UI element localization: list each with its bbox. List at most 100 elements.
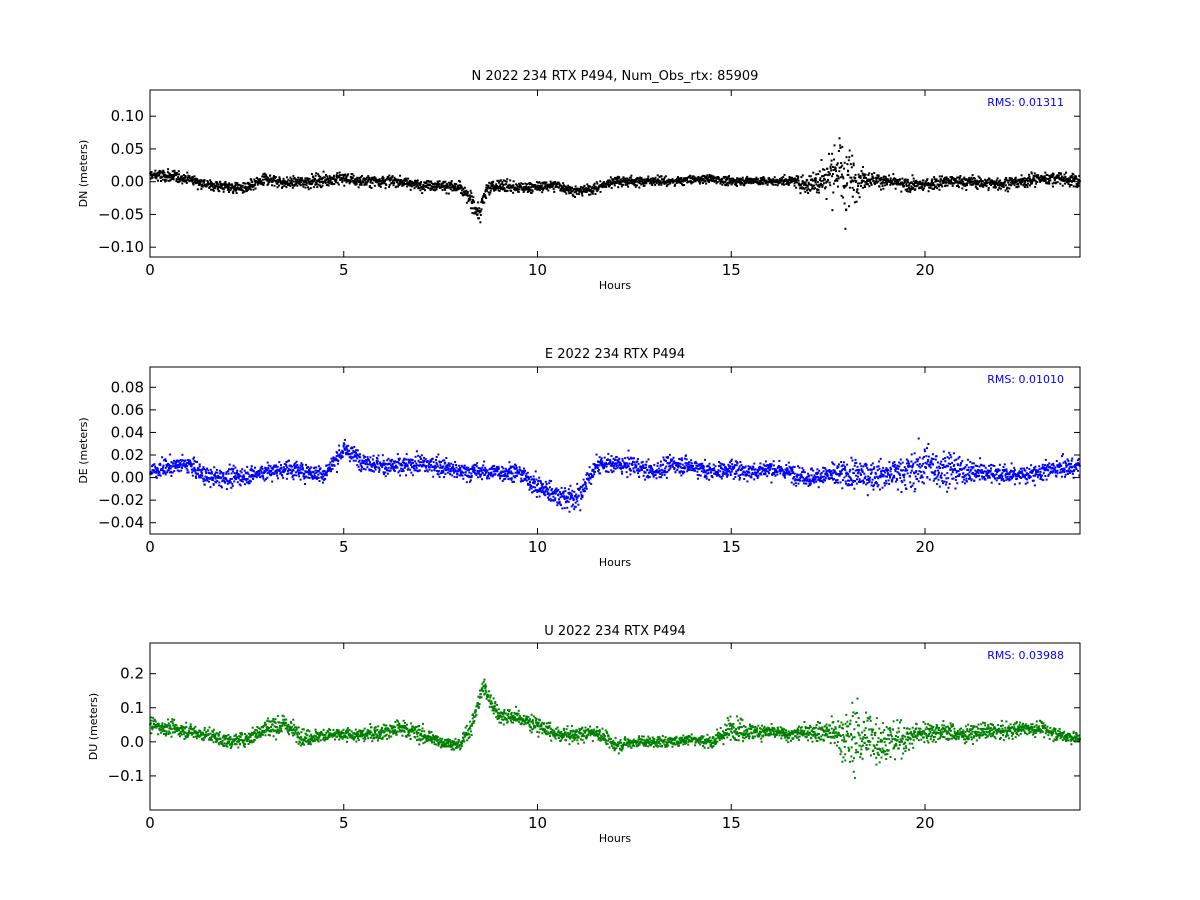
data-point [458,464,461,467]
data-point [837,150,840,152]
data-point [407,458,410,461]
data-point [793,182,796,185]
data-point [455,183,458,186]
data-point [606,470,609,473]
data-point [548,494,551,497]
data-point [232,185,235,188]
data-point [433,185,436,188]
data-point [573,505,576,508]
data-point [583,184,586,187]
data-point [504,470,507,473]
data-point [387,175,390,178]
data-point [981,180,984,183]
data-point [297,180,300,183]
data-point [210,188,212,191]
data-point [1005,177,1008,180]
data-point [257,182,260,185]
data-point [459,469,462,472]
data-point [716,177,719,180]
data-point [1006,186,1009,189]
data-point [335,175,338,178]
data-point [491,465,494,468]
data-point [481,197,483,200]
data-point [607,183,610,186]
data-point [209,472,212,475]
data-point [469,476,472,479]
data-point [453,467,456,470]
data-point [371,470,374,473]
data-point [441,459,444,462]
data-point [368,469,371,472]
data-point [299,184,302,187]
data-point [287,178,290,181]
data-point [414,464,417,467]
data-point [284,469,287,472]
data-point [766,183,769,186]
data-point [349,452,351,455]
data-point [450,469,453,472]
data-point [1017,185,1020,188]
data-point [861,180,864,183]
data-point [711,177,714,180]
data-point [297,466,300,469]
data-point [585,485,588,488]
data-point [908,184,911,187]
data-point [609,460,612,463]
data-point [509,465,512,468]
data-point [338,171,341,174]
data-point [797,179,800,182]
data-point [273,184,276,187]
data-point [229,188,232,191]
data-point [566,500,569,503]
data-point [980,184,983,187]
data-point [325,174,327,177]
data-point [255,476,258,479]
data-point [647,175,650,178]
data-point [399,474,402,477]
data-point [1064,176,1067,178]
data-point [313,474,316,477]
data-point [754,179,757,182]
data-point [168,173,171,175]
data-point [234,181,237,184]
data-point [643,466,646,469]
data-point [1015,181,1018,183]
data-point [538,495,541,498]
data-point [615,456,618,458]
data-point [175,173,177,176]
data-point [531,189,534,192]
data-point [804,181,807,184]
data-point [181,175,184,178]
data-point [666,179,669,182]
data-point [884,179,887,182]
data-point [466,192,469,195]
data-point [647,458,650,461]
data-point [292,469,295,472]
data-point [694,176,697,179]
data-point [423,184,426,187]
data-point [220,476,223,479]
data-point [252,478,255,480]
data-point [601,464,603,466]
data-point [212,186,215,189]
data-point [721,177,724,180]
data-point [788,179,791,182]
data-point [388,462,391,465]
data-point [419,182,422,185]
data-point [511,472,514,475]
data-point [423,459,426,462]
data-point [475,465,478,468]
data-point [154,169,157,172]
data-point [213,466,216,469]
data-point [378,184,381,187]
data-point [226,482,229,485]
data-point [560,189,563,192]
data-point [649,471,652,474]
data-point [490,182,493,185]
data-point [239,475,241,478]
data-point [615,465,618,467]
data-point [599,180,602,183]
data-point [301,463,304,466]
data-point [445,468,448,471]
data-point [1069,176,1072,179]
